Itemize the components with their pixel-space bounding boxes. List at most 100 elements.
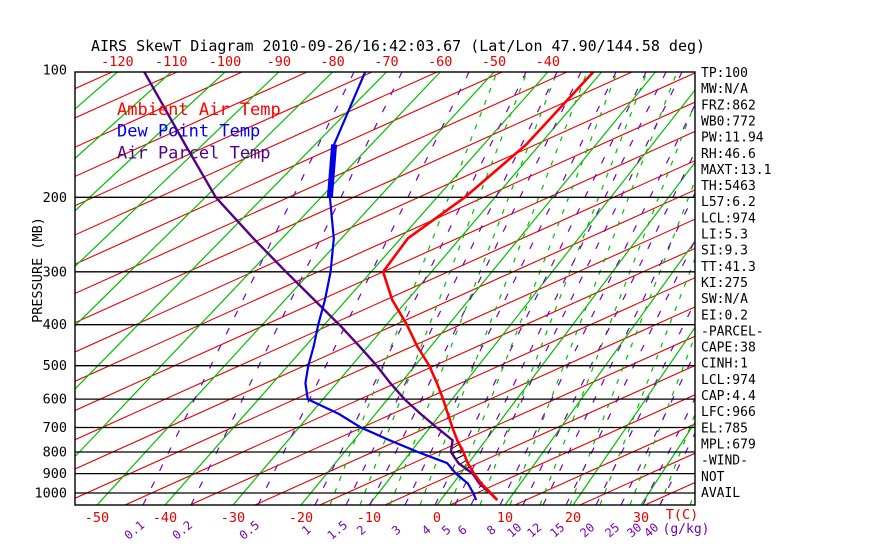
dry-adiabat-line bbox=[124, 247, 695, 505]
mixing-ratio-line bbox=[620, 351, 695, 505]
dry-adiabat-line bbox=[75, 72, 243, 148]
mixing-ratio-line bbox=[542, 191, 695, 505]
bottom-temp-tick-label: -20 bbox=[289, 510, 313, 526]
mixing-ratio-line bbox=[345, 72, 558, 505]
mixing-ratio-line bbox=[659, 431, 695, 505]
dry-adiabat-line bbox=[75, 101, 695, 382]
bottom-temp-tick-label: -10 bbox=[357, 510, 381, 526]
dry-adiabat-line bbox=[254, 306, 695, 505]
dry-adiabat-line bbox=[449, 394, 695, 505]
top-temp-tick-label: -110 bbox=[155, 54, 188, 70]
pressure-tick-label: 200 bbox=[43, 190, 67, 206]
dry-adiabat-line bbox=[384, 364, 695, 505]
plot-border bbox=[74, 71, 696, 506]
isotherm-line bbox=[75, 72, 172, 160]
moist-adiabat-line bbox=[419, 72, 588, 505]
mixing-ratio-line bbox=[142, 72, 355, 505]
isotherm-line bbox=[75, 72, 387, 390]
stats-panel-item: EL:785 bbox=[701, 421, 748, 436]
stats-panel-item: KI:275 bbox=[701, 276, 748, 291]
dry-adiabat-line bbox=[75, 72, 113, 90]
pressure-tick-label: 300 bbox=[43, 264, 67, 280]
dry-adiabat-line bbox=[75, 160, 695, 441]
isotherm-line bbox=[75, 72, 226, 212]
stats-panel-item: AVAIL bbox=[701, 486, 740, 501]
page-title: AIRS SkewT Diagram 2010-09-26/16:42:03.6… bbox=[91, 37, 705, 55]
mixing-ratio-tick-label: 3 bbox=[389, 523, 404, 538]
stats-panel-item: CAP:4.4 bbox=[701, 389, 756, 404]
top-temp-tick-label: -90 bbox=[267, 54, 291, 70]
pressure-tick-label: 100 bbox=[43, 63, 67, 79]
dry-adiabat-line bbox=[75, 72, 503, 265]
isotherm-line bbox=[572, 326, 695, 505]
stats-panel-item: EI:0.2 bbox=[701, 308, 748, 323]
moist-adiabat-line bbox=[329, 72, 498, 505]
isotherm-line bbox=[232, 72, 603, 505]
mixing-ratio-tick-label: 6 bbox=[455, 523, 470, 538]
top-temp-tick-label: -70 bbox=[374, 54, 398, 70]
moist-adiabat-line bbox=[479, 72, 648, 505]
top-temp-tick-label: -50 bbox=[482, 54, 506, 70]
isotherm-line bbox=[504, 240, 695, 505]
moist-adiabat-line bbox=[780, 72, 870, 505]
mixing-ratio-line bbox=[190, 72, 403, 505]
mixing-ratio-tick-label: 5 bbox=[439, 523, 454, 538]
mixing-ratio-line bbox=[257, 72, 470, 505]
mixing-ratio-line bbox=[470, 72, 683, 505]
mixing-ratio-line bbox=[454, 72, 667, 505]
mixing-ratio-tick-label: 0.1 bbox=[122, 518, 148, 543]
isotherm-line bbox=[96, 72, 495, 505]
mixing-ratio-line bbox=[565, 238, 695, 505]
stats-panel-item: LCL:974 bbox=[701, 211, 756, 226]
mixing-ratio-tick-label: 1.5 bbox=[325, 518, 351, 543]
ambient-air-temp-curve bbox=[381, 72, 596, 501]
stats-panel-item: PW:11.94 bbox=[701, 131, 764, 146]
bottom-temp-tick-label: -40 bbox=[153, 510, 177, 526]
top-temp-tick-label: -60 bbox=[428, 54, 452, 70]
pressure-tick-label: 1000 bbox=[34, 486, 67, 502]
stats-panel-item: RH:46.6 bbox=[701, 147, 756, 162]
mixing-ratio-line bbox=[499, 103, 695, 505]
mixing-ratio-line bbox=[595, 300, 695, 505]
isotherm-line bbox=[368, 89, 695, 505]
moist-adiabat-line bbox=[810, 72, 870, 505]
isotherm-line bbox=[436, 161, 695, 505]
stats-panel-item: SW:N/A bbox=[701, 292, 748, 307]
stats-panel-item: L57:6.2 bbox=[701, 195, 756, 210]
bottom-temp-tick-label: -30 bbox=[221, 510, 245, 526]
moist-adiabat-line bbox=[840, 72, 870, 505]
stats-panel-item: TH:5463 bbox=[701, 179, 756, 194]
stats-panel-item: CAPE:38 bbox=[701, 341, 756, 356]
pressure-tick-label: 600 bbox=[43, 392, 67, 408]
dry-adiabat-line bbox=[75, 72, 695, 353]
moist-adiabat-line bbox=[750, 72, 870, 505]
pressure-tick-label: 900 bbox=[43, 466, 67, 482]
mixing-ratio-line bbox=[369, 72, 582, 505]
pressure-tick-label: 800 bbox=[43, 445, 67, 461]
bottom-temp-tick-label: 0 bbox=[433, 510, 441, 526]
mixing-ratio-line bbox=[314, 72, 527, 505]
top-temp-tick-label: -100 bbox=[209, 54, 242, 70]
dry-adiabat-line bbox=[319, 335, 695, 505]
dry-adiabat-line bbox=[514, 423, 695, 505]
stats-panel-item: LFC:966 bbox=[701, 405, 756, 420]
bottom-temp-tick-label: 30 bbox=[633, 510, 649, 526]
top-temp-tick-label: -40 bbox=[536, 54, 560, 70]
air-parcel-temp-curve bbox=[142, 72, 499, 501]
temp-unit-label: T(C) bbox=[666, 507, 699, 523]
stats-panel-item: FRZ:862 bbox=[701, 98, 756, 113]
stats-panel-item: WB0:772 bbox=[701, 114, 756, 129]
mixing-ratio-line bbox=[642, 396, 695, 505]
isotherm-line bbox=[640, 421, 695, 505]
mixing-ratio-tick-label: 4 bbox=[419, 523, 434, 538]
pressure-tick-label: 700 bbox=[43, 420, 67, 436]
stats-panel-item: -PARCEL- bbox=[701, 324, 764, 339]
sounding-curves bbox=[142, 72, 596, 501]
stats-panel-item: CINH:1 bbox=[701, 357, 748, 372]
moist-adiabat-line bbox=[539, 101, 695, 505]
legend-item-label: Air Parcel Temp bbox=[117, 143, 271, 163]
legend-item-label: Ambient Air Temp bbox=[117, 100, 281, 120]
stats-panel-item: -WIND- bbox=[701, 454, 748, 469]
mixing-ratio-line bbox=[434, 72, 647, 505]
